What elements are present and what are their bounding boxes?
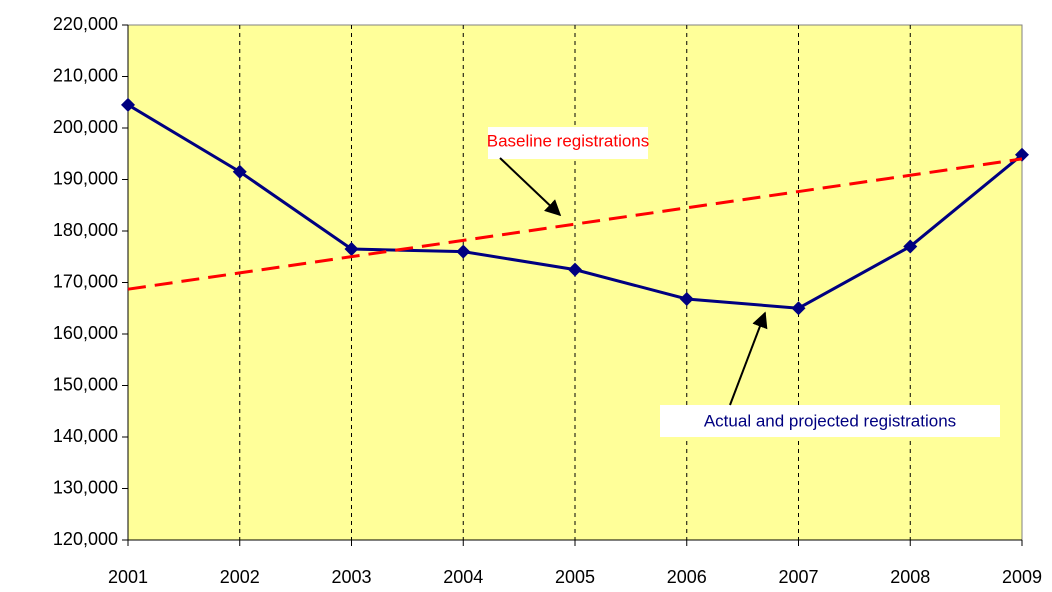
annotation-arrow [499,157,562,217]
x-tick-label: 2006 [667,567,707,587]
marker [344,242,359,257]
annotation: Actual and projected registrations [704,411,956,430]
x-tick-label: 2004 [443,567,483,587]
y-tick-label: 170,000 [53,271,118,291]
y-tick-label: 180,000 [53,220,118,240]
y-tick-label: 150,000 [53,374,118,394]
marker [791,301,806,316]
x-tick-label: 2003 [331,567,371,587]
marker [568,262,582,277]
marker [121,97,135,112]
x-tick-label: 2007 [778,567,818,587]
marker [903,239,918,254]
marker [679,291,694,306]
y-tick-label: 200,000 [53,117,118,137]
x-tick-label: 2009 [1002,567,1042,587]
annotation-box [488,127,648,159]
y-tick-label: 130,000 [53,477,118,497]
x-tick-label: 2005 [555,567,595,587]
series-line [127,157,1023,291]
x-tick-label: 2002 [220,567,260,587]
marker [456,244,471,259]
y-tick-label: 160,000 [53,323,118,343]
y-tick-label: 190,000 [53,168,118,188]
x-tick-label: 2008 [890,567,930,587]
x-tick-label: 2001 [108,567,148,587]
y-tick-label: 210,000 [53,65,118,85]
y-tick-label: 120,000 [53,529,118,549]
y-tick-label: 140,000 [53,426,118,446]
y-tick-label: 220,000 [53,14,118,34]
marker [232,164,247,179]
annotation-arrow [729,311,768,406]
annotation: Baseline registrations [487,131,650,150]
annotation-box [660,405,1000,437]
